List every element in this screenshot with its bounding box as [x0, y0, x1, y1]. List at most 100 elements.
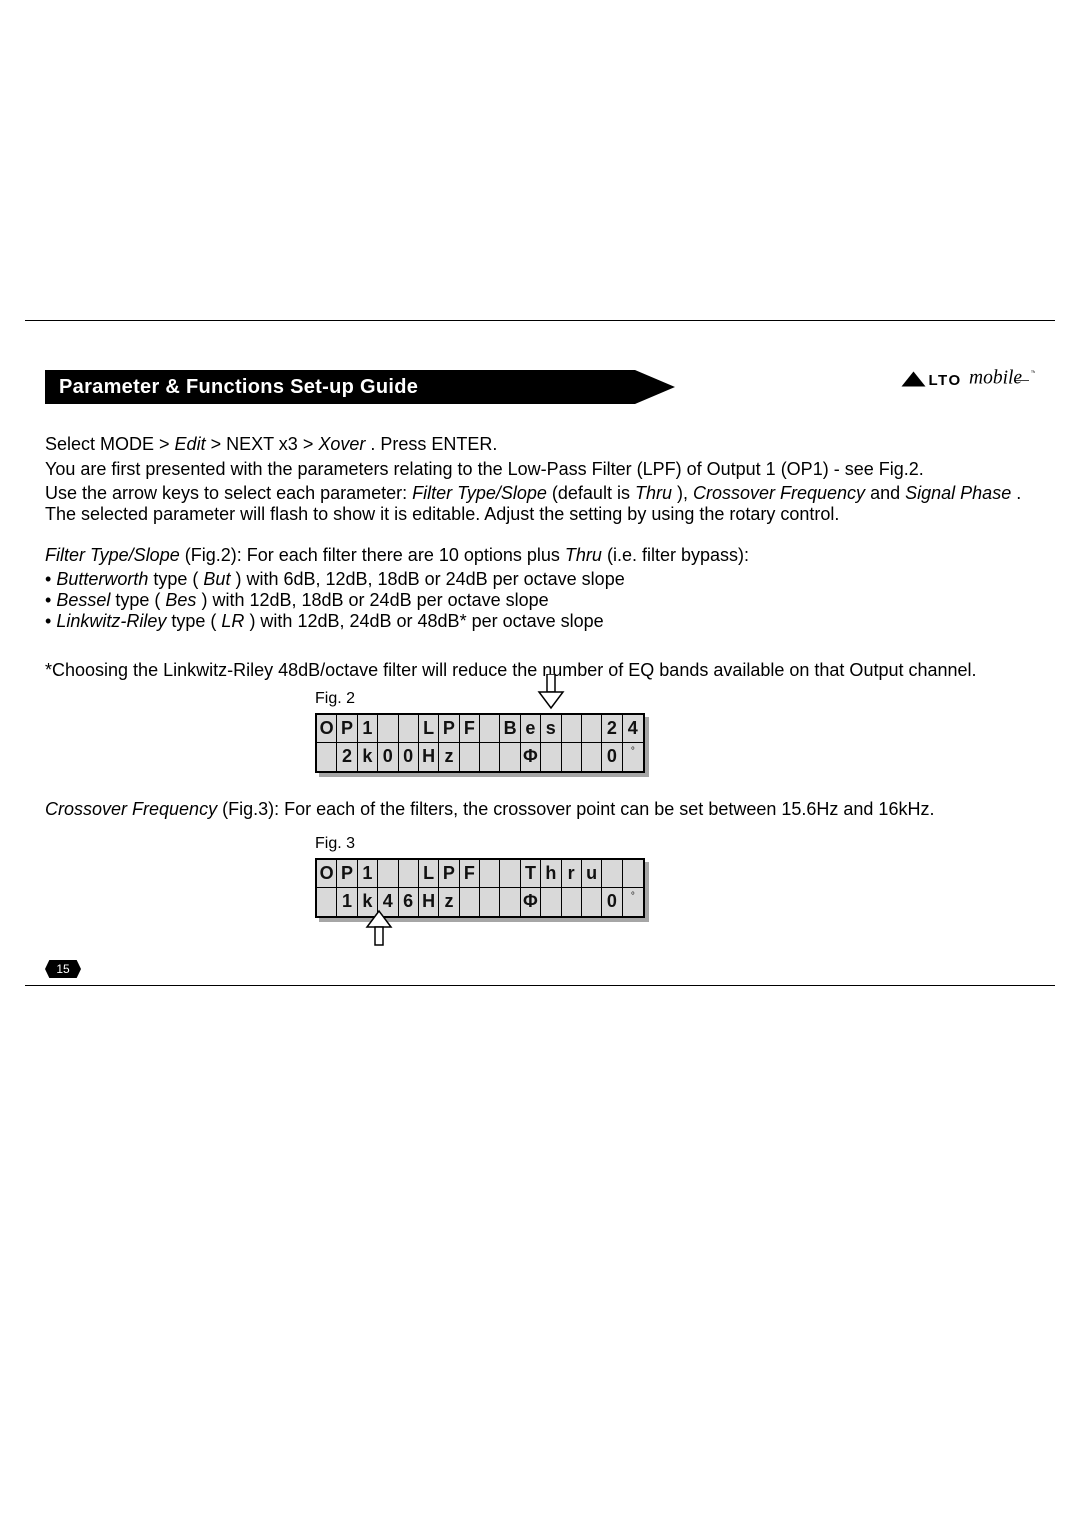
top-rule — [25, 320, 1055, 321]
t: type ( — [115, 590, 160, 610]
fig3-label: Fig. 3 — [315, 835, 645, 853]
lcd-cell: H — [419, 743, 439, 771]
lcd-cell — [378, 715, 398, 743]
t: Butterworth — [56, 569, 148, 589]
section-title: Parameter & Functions Set-up Guide — [59, 376, 418, 399]
lcd-cell: Φ — [521, 743, 541, 771]
lcd-cell: Φ — [521, 888, 541, 916]
lcd-cell: 0 — [602, 743, 622, 771]
list-item: Butterworth type ( But ) with 6dB, 12dB,… — [45, 569, 1035, 590]
bottom-rule — [25, 985, 1055, 986]
lcd-cell — [500, 888, 520, 916]
brand-tm: ™ — [1031, 370, 1036, 377]
lcd-cell: F — [460, 860, 480, 888]
list-item: Bessel type ( Bes ) with 12dB, 18dB or 2… — [45, 590, 1035, 611]
lcd-cell: ° — [623, 743, 643, 771]
filter-types-block: Filter Type/Slope (Fig.2): For each filt… — [45, 545, 1035, 632]
gt-icon: > — [303, 434, 319, 454]
lcd-cell: r — [562, 860, 582, 888]
lcd-cell — [399, 860, 419, 888]
t: (default is — [552, 483, 635, 503]
t: Thru — [635, 483, 672, 503]
section-heading: Parameter & Functions Set-up Guide LTO m… — [45, 370, 1035, 404]
lcd-cell: O — [317, 715, 337, 743]
t: (Fig.2): For each filter there are 10 op… — [185, 545, 565, 565]
lcd-cell: B — [500, 715, 520, 743]
t: Xover — [318, 434, 365, 454]
t: NEXT x3 — [226, 434, 303, 454]
lcd-cell — [480, 888, 500, 916]
lcd-cell: 4 — [623, 715, 643, 743]
lcd-cell: F — [460, 715, 480, 743]
t: Bessel — [56, 590, 110, 610]
t: type ( — [153, 569, 198, 589]
t: Select MODE — [45, 434, 159, 454]
t: (i.e. filter bypass): — [607, 545, 749, 565]
t: You are first presented with the paramet… — [45, 459, 1035, 480]
triangle-icon — [902, 372, 926, 387]
t: Bes — [165, 590, 196, 610]
lcd-cell — [582, 715, 602, 743]
fig2-label: Fig. 2 — [315, 690, 645, 708]
lcd-cell — [399, 715, 419, 743]
t: Filter Type/Slope — [412, 483, 547, 503]
t: Thru — [565, 545, 602, 565]
lcd-cell — [500, 860, 520, 888]
t: Use the arrow keys to select each parame… — [45, 483, 412, 503]
lcd-cell: z — [439, 888, 459, 916]
lcd-cell: L — [419, 715, 439, 743]
t: . Press ENTER. — [370, 434, 497, 454]
t: type ( — [171, 611, 216, 631]
lcd-cell: 0 — [602, 888, 622, 916]
brand-script: mobile — [969, 368, 1022, 389]
lcd-cell: 2 — [602, 715, 622, 743]
lcd-cell — [582, 743, 602, 771]
lcd-cell: 1 — [337, 888, 357, 916]
t: ) with 12dB, 18dB or 24dB per octave slo… — [201, 590, 548, 610]
lcd-display: OP1LPFBes242k00HzΦ0° — [315, 713, 645, 773]
lcd-cell: ° — [623, 888, 643, 916]
lcd-cell — [541, 743, 561, 771]
t: (Fig.3): For each of the filters, the cr… — [222, 799, 934, 819]
t: Crossover Frequency — [45, 799, 217, 819]
t: Filter Type/Slope — [45, 545, 180, 565]
lcd-cell: O — [317, 860, 337, 888]
lcd-cell: 1 — [358, 860, 378, 888]
lcd-cell: H — [419, 888, 439, 916]
lcd-cell — [500, 743, 520, 771]
lcd-cell — [317, 743, 337, 771]
lcd-cell: k — [358, 743, 378, 771]
figure-3: Fig. 3 OP1LPFThru1k46HzΦ0° — [315, 835, 645, 917]
lcd-cell: 1 — [358, 715, 378, 743]
intro-block: Select MODE > Edit > NEXT x3 > Xover . P… — [45, 434, 1035, 525]
lcd-cell: u — [582, 860, 602, 888]
lcd-cell — [378, 860, 398, 888]
lcd-cell — [582, 888, 602, 916]
t: LR — [221, 611, 244, 631]
lcd-cell: s — [541, 715, 561, 743]
lcd-cell — [562, 715, 582, 743]
lcd-cell: h — [541, 860, 561, 888]
brand-logo: LTO mobile ™ — [900, 364, 1035, 394]
lcd-cell: T — [521, 860, 541, 888]
t: Signal Phase — [905, 483, 1011, 503]
lcd-cell — [541, 888, 561, 916]
lcd-cell — [623, 860, 643, 888]
t: *Choosing the Linkwitz-Riley 48dB/octave… — [45, 660, 977, 680]
lcd-cell: P — [337, 860, 357, 888]
lcd-cell — [480, 715, 500, 743]
lcd-cell — [480, 743, 500, 771]
lcd-cell: e — [521, 715, 541, 743]
lcd-cell: 0 — [378, 743, 398, 771]
t: But — [203, 569, 230, 589]
t: and — [870, 483, 905, 503]
figure-2: Fig. 2 OP1LPFBes242k00HzΦ0° — [315, 690, 645, 772]
lcd-cell: P — [337, 715, 357, 743]
t: Crossover Frequency — [693, 483, 865, 503]
t: 15 — [56, 962, 69, 976]
lcd-cell: 0 — [399, 743, 419, 771]
lcd-cell — [602, 860, 622, 888]
page-number: 15 — [45, 960, 81, 978]
lcd-cell — [460, 888, 480, 916]
t: Linkwitz-Riley — [56, 611, 166, 631]
